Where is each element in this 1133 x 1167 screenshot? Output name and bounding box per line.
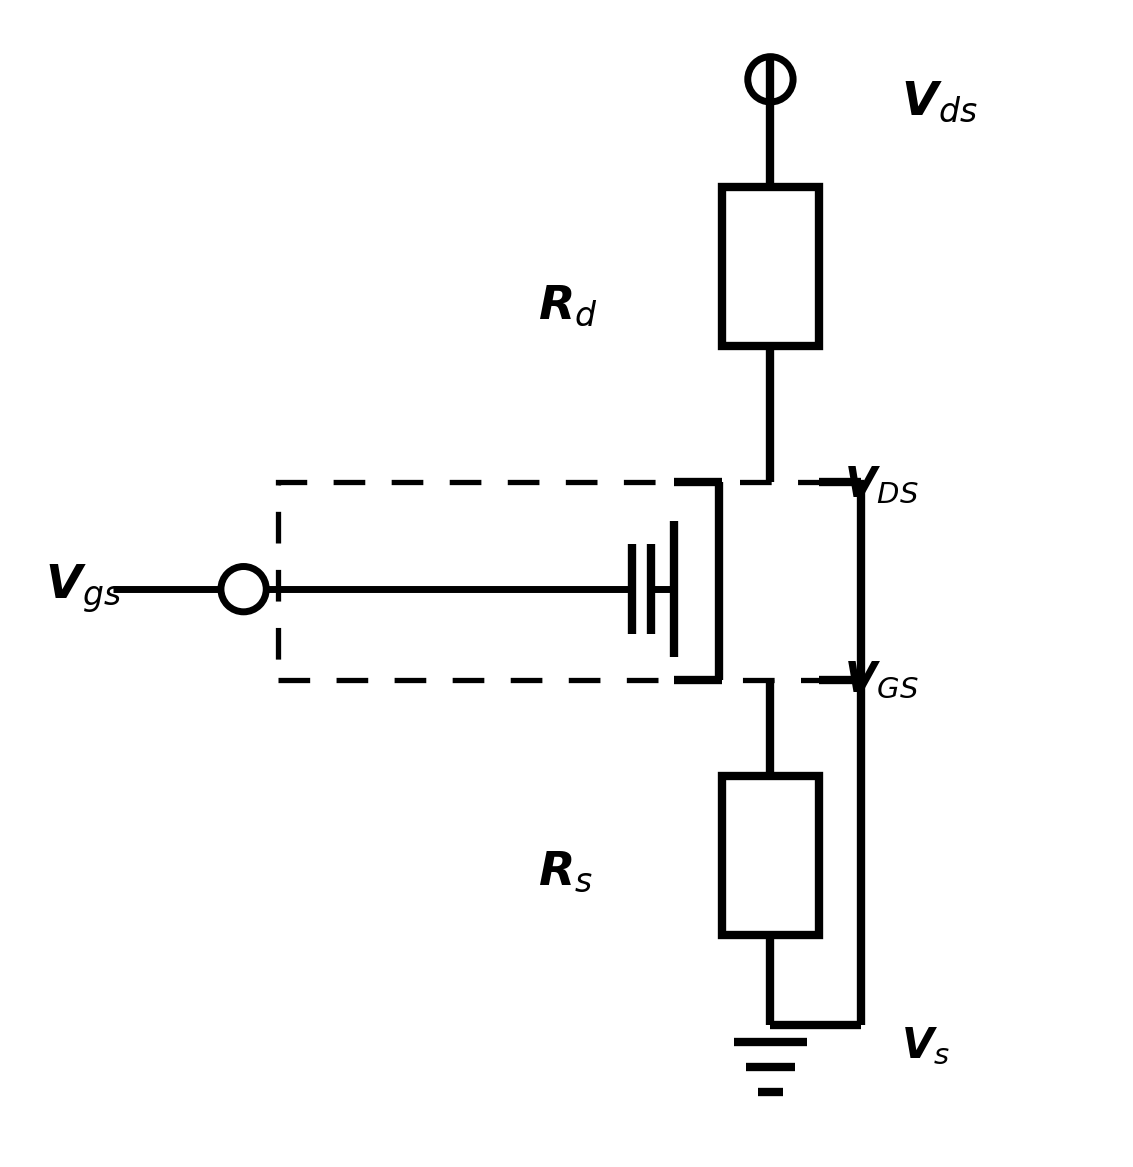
Bar <box>278 482 861 680</box>
Bar <box>723 187 818 345</box>
Text: V$_{ds}$: V$_{ds}$ <box>901 79 978 125</box>
Text: V$_{gs}$: V$_{gs}$ <box>45 562 122 615</box>
Text: R$_{s}$: R$_{s}$ <box>538 850 594 895</box>
Text: V$_{s}$: V$_{s}$ <box>901 1025 949 1067</box>
Bar <box>723 776 818 935</box>
Text: V$_{DS}$: V$_{DS}$ <box>844 464 919 506</box>
Text: R$_{d}$: R$_{d}$ <box>538 284 598 328</box>
Text: V$_{GS}$: V$_{GS}$ <box>844 659 919 701</box>
